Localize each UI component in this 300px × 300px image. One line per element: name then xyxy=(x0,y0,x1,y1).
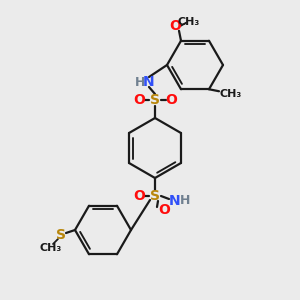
Text: O: O xyxy=(158,203,170,217)
Text: N: N xyxy=(169,194,181,208)
Text: S: S xyxy=(56,228,66,242)
Text: CH₃: CH₃ xyxy=(40,243,62,253)
Text: H: H xyxy=(180,194,190,208)
Text: CH₃: CH₃ xyxy=(178,17,200,27)
Text: N: N xyxy=(143,75,155,89)
Text: S: S xyxy=(150,189,160,203)
Text: S: S xyxy=(150,93,160,107)
Text: H: H xyxy=(135,76,145,88)
Text: O: O xyxy=(165,93,177,107)
Text: O: O xyxy=(133,93,145,107)
Text: CH₃: CH₃ xyxy=(220,89,242,99)
Text: O: O xyxy=(169,19,181,33)
Text: O: O xyxy=(133,189,145,203)
